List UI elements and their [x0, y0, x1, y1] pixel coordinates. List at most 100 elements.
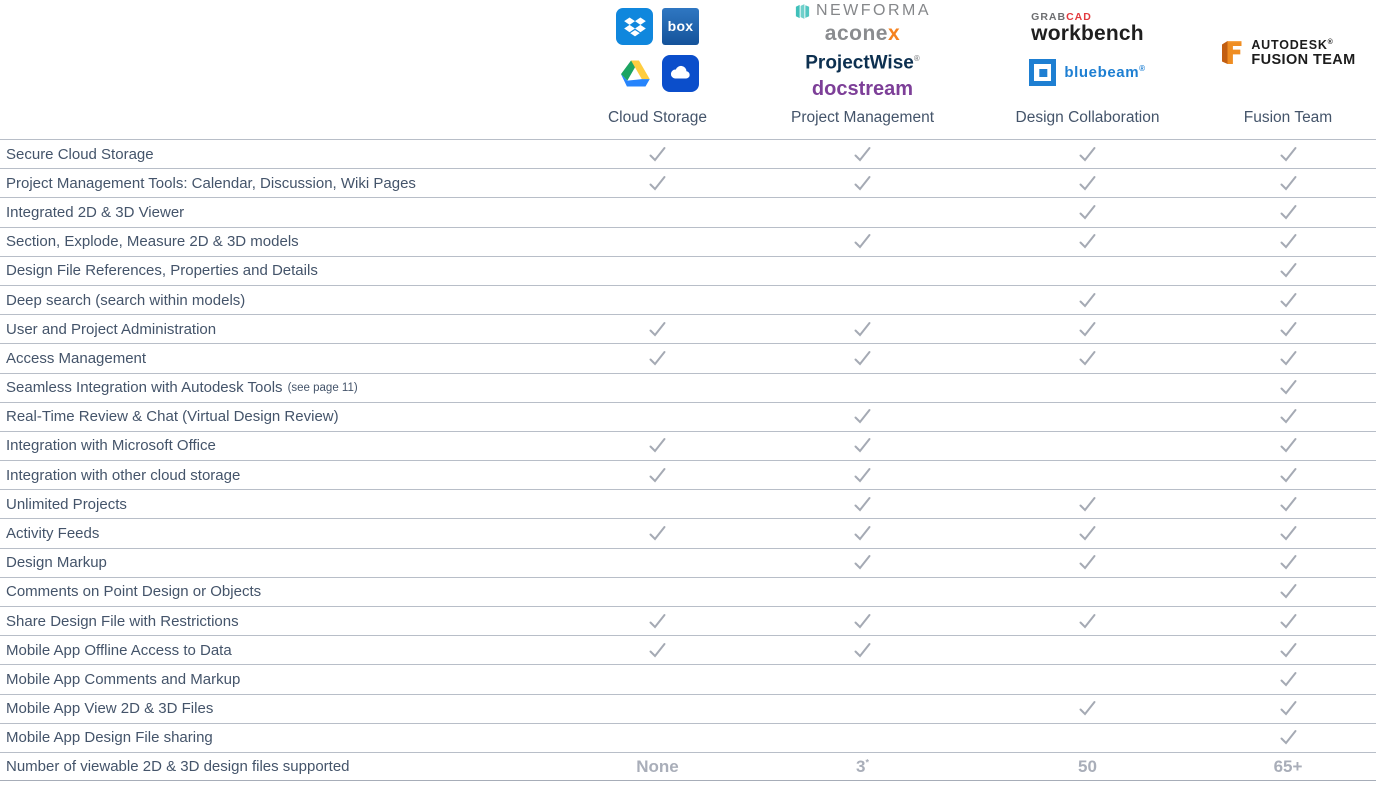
feature-cell: 65+ [1200, 753, 1376, 780]
feature-cell [750, 315, 975, 343]
count-value: 3* [856, 756, 869, 776]
design-collaboration-logos: GRABCAD workbench bluebeam® [975, 0, 1200, 109]
table-row: User and Project Administration [0, 314, 1376, 343]
feature-cell [565, 578, 750, 606]
feature-cell [565, 140, 750, 168]
checkmark-icon [1280, 496, 1296, 512]
feature-label: Real-Time Review & Chat (Virtual Design … [6, 408, 339, 426]
checkmark-icon [854, 613, 871, 629]
checkmark-icon [649, 613, 666, 629]
checkmark-icon [854, 467, 871, 483]
table-header: box Cloud S [0, 0, 1376, 139]
feature-cell [1200, 257, 1376, 285]
feature-cell [1200, 519, 1376, 547]
count-value: 50 [1078, 756, 1097, 776]
feature-label: Mobile App Design File sharing [6, 729, 213, 747]
checkmark-icon [1280, 701, 1296, 716]
feature-cell [750, 228, 975, 256]
checkmark-icon [1079, 175, 1096, 191]
checkmark-icon [1079, 350, 1096, 366]
workbench-logo-text: workbench [1031, 22, 1144, 45]
feature-cell [1200, 315, 1376, 343]
feature-cell [975, 636, 1200, 664]
checkmark-icon [649, 350, 666, 366]
grabcad-logo-red: CAD [1066, 11, 1092, 23]
feature-cell [750, 724, 975, 752]
feature-cell [750, 549, 975, 577]
checkmark-icon [1280, 555, 1296, 570]
feature-cell [975, 374, 1200, 402]
feature-cell [750, 257, 975, 285]
feature-label: Secure Cloud Storage [6, 145, 154, 163]
checkmark-icon [649, 467, 666, 483]
checkmark-icon [1280, 671, 1296, 687]
checkmark-icon [854, 409, 871, 424]
bluebeam-logo-text: bluebeam [1064, 64, 1140, 81]
dropbox-icon [616, 8, 653, 45]
feature-label: Design File References, Properties and D… [6, 262, 318, 280]
table-row: Mobile App Offline Access to Data [0, 635, 1376, 664]
feature-cell [750, 169, 975, 197]
feature-cell [1200, 695, 1376, 723]
feature-label: Design Markup [6, 554, 107, 572]
feature-cell [975, 461, 1200, 489]
table-row: Design Markup [0, 547, 1376, 577]
checkmark-icon [1280, 526, 1296, 541]
feature-label: Section, Explode, Measure 2D & 3D models [6, 233, 299, 251]
feature-cell [975, 665, 1200, 693]
feature-cell [565, 549, 750, 577]
feature-label: Unlimited Projects [6, 495, 127, 513]
feature-cell [750, 607, 975, 635]
feature-cell [750, 490, 975, 518]
feature-cell [1200, 228, 1376, 256]
checkmark-icon [1280, 438, 1296, 453]
table-row: Integrated 2D & 3D Viewer [0, 197, 1376, 226]
feature-cell [750, 519, 975, 547]
feature-cell [565, 490, 750, 518]
bluebeam-trademark: ® [1139, 64, 1146, 73]
feature-cell [750, 344, 975, 372]
checkmark-icon [649, 642, 666, 658]
newforma-logo: NEWFORMA [794, 2, 931, 20]
feature-cell [975, 315, 1200, 343]
feature-cell [565, 695, 750, 723]
column-label-project-management: Project Management [790, 109, 935, 126]
table-row: Design File References, Properties and D… [0, 255, 1376, 285]
feature-cell [750, 198, 975, 226]
checkmark-icon [1079, 555, 1096, 570]
feature-cell [975, 228, 1200, 256]
checkmark-icon [1079, 701, 1096, 716]
table-row: Secure Cloud Storage [0, 139, 1376, 168]
feature-label: Mobile App Offline Access to Data [6, 641, 232, 659]
table-row: Integration with other cloud storage [0, 460, 1376, 489]
table-row: Unlimited Projects [0, 489, 1376, 518]
checkmark-icon [1079, 204, 1096, 220]
feature-cell [750, 665, 975, 693]
table-row: Integration with Microsoft Office [0, 430, 1376, 460]
bluebeam-icon [1029, 59, 1057, 86]
feature-cell [975, 344, 1200, 372]
feature-cell [1200, 490, 1376, 518]
count-value: None [636, 756, 679, 776]
checkmark-icon [1079, 526, 1096, 541]
cloud-storage-logos: box [565, 0, 750, 109]
checkmark-icon [1079, 613, 1096, 629]
feature-cell [1200, 665, 1376, 693]
feature-cell: 50 [975, 753, 1200, 780]
feature-label: Number of viewable 2D & 3D design files … [6, 758, 350, 776]
feature-label: Mobile App View 2D & 3D Files [6, 700, 214, 718]
checkmark-icon [1280, 321, 1296, 337]
column-fusion-team: AUTODESK® FUSION TEAM Fusion Team [1200, 0, 1376, 139]
feature-cell [750, 432, 975, 460]
feature-cell [565, 665, 750, 693]
newforma-icon [795, 3, 810, 19]
column-label-fusion-team: Fusion Team [1243, 109, 1333, 126]
column-project-management: NEWFORMA aconex ProjectWise® docstream P… [750, 0, 975, 139]
checkmark-icon [1280, 409, 1296, 424]
feature-cell [975, 490, 1200, 518]
feature-cell [565, 286, 750, 314]
feature-table-body: Secure Cloud Storage Project Management T… [0, 139, 1376, 782]
bluebeam-logo: bluebeam® [1029, 59, 1145, 86]
autodesk-logo-text: AUTODESK [1251, 38, 1328, 53]
